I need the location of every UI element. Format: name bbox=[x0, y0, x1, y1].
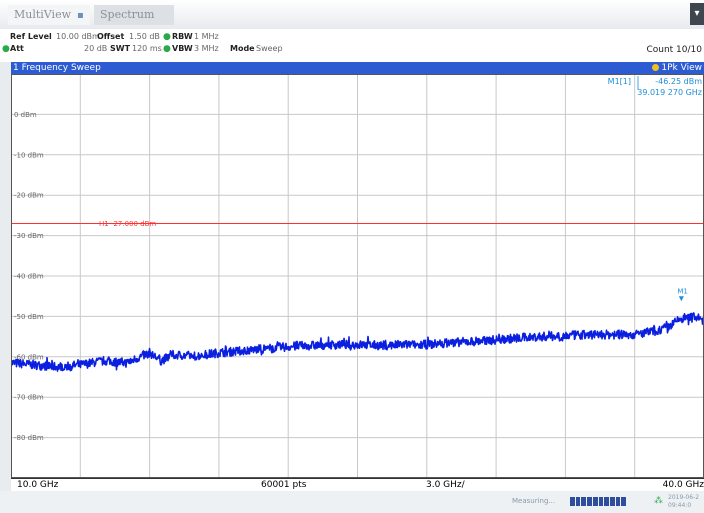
grid bbox=[11, 74, 704, 478]
sweep-points[interactable]: 60001 pts bbox=[261, 480, 307, 490]
status-time: 09:44:0 bbox=[668, 502, 692, 509]
vbw-label: VBW bbox=[172, 44, 193, 53]
swt-label: SWT bbox=[110, 44, 131, 53]
measuring-progress bbox=[570, 497, 627, 506]
span-per-division[interactable]: 3.0 GHz/ bbox=[426, 480, 465, 490]
ref-level-label: Ref Level bbox=[10, 32, 52, 41]
att-label: Att bbox=[10, 44, 24, 53]
status-bar: Measuring... ⁂ 2019-06-2 09:44:0 bbox=[0, 491, 704, 513]
y-tick-label: -60 dBm bbox=[14, 353, 44, 361]
trace-line bbox=[11, 312, 704, 372]
trace-indicator-icon bbox=[652, 64, 660, 71]
trace-view-badge: 1Pk View bbox=[652, 62, 702, 74]
rbw-label: RBW bbox=[172, 32, 193, 41]
tab-multiview[interactable]: MultiView ▪ bbox=[8, 5, 90, 25]
status-date: 2019-06-2 bbox=[668, 494, 700, 501]
tab-spectrum[interactable]: Spectrum bbox=[94, 5, 174, 25]
window-title: 1 Frequency Sweep bbox=[13, 63, 101, 73]
rbw-value[interactable]: 1 MHz bbox=[194, 32, 219, 41]
y-tick-label: -20 dBm bbox=[14, 192, 44, 200]
marker-readout-name: M1[1] bbox=[608, 77, 631, 86]
measuring-status: Measuring... bbox=[512, 497, 556, 505]
marker-readout[interactable]: M1[1] -46.25 dBm 39.019 270 GHz bbox=[608, 76, 703, 97]
att-value[interactable]: 20 dB bbox=[84, 44, 108, 53]
marker-m1-label: M1 bbox=[677, 287, 688, 295]
rbw-dot-icon: ● bbox=[163, 32, 171, 42]
mode-value[interactable]: Sweep bbox=[256, 44, 283, 53]
y-tick-label: -70 dBm bbox=[14, 394, 44, 402]
marker-m1[interactable] bbox=[678, 296, 684, 302]
y-axis-labels: 0 dBm -10 dBm -20 dBm -30 dBm -40 dBm -50 dBm… bbox=[14, 111, 44, 442]
y-tick-label: -10 dBm bbox=[14, 151, 44, 159]
y-tick-label: -50 dBm bbox=[14, 313, 44, 321]
swt-value[interactable]: 120 ms bbox=[132, 44, 162, 53]
trace-view-label: 1Pk View bbox=[661, 63, 702, 73]
frequency-axis-footer: 10.0 GHz 60001 pts 3.0 GHz/ 40.0 GHz bbox=[11, 478, 704, 491]
y-tick-label: 0 dBm bbox=[14, 111, 37, 119]
sweep-count: Count 10/10 bbox=[646, 45, 702, 55]
offset-label: Offset bbox=[97, 32, 125, 41]
y-tick-label: -30 dBm bbox=[14, 232, 44, 240]
tab-bar: MultiView ▪ Spectrum ▾ bbox=[0, 0, 704, 29]
offset-value[interactable]: 1.50 dB bbox=[129, 32, 160, 41]
parameter-panel: Ref Level 10.00 dBm Offset 1.50 dB ● RBW… bbox=[0, 29, 704, 62]
vbw-value[interactable]: 3 MHz bbox=[194, 44, 219, 53]
limit-line-label: H1 -27.000 dBm bbox=[99, 220, 156, 228]
mode-label: Mode bbox=[230, 44, 255, 53]
y-tick-label: -40 dBm bbox=[14, 273, 44, 281]
ref-level-value[interactable]: 10.00 dBm bbox=[56, 32, 100, 41]
spectrum-plot[interactable]: 0 dBm -10 dBm -20 dBm -30 dBm -40 dBm -50 dBm… bbox=[11, 74, 704, 478]
marker-readout-freq: 39.019 270 GHz bbox=[637, 88, 702, 97]
stop-frequency[interactable]: 40.0 GHz bbox=[662, 480, 704, 490]
tab-multiview-label: MultiView bbox=[14, 8, 71, 21]
network-icon: ⁂ bbox=[654, 496, 663, 506]
vbw-dot-icon: ● bbox=[163, 44, 171, 54]
tab-spectrum-label: Spectrum bbox=[100, 8, 155, 21]
y-tick-label: -80 dBm bbox=[14, 434, 44, 442]
att-dot-icon: ● bbox=[2, 44, 10, 54]
start-frequency[interactable]: 10.0 GHz bbox=[17, 480, 59, 490]
date-time: 2019-06-2 09:44:0 bbox=[668, 494, 699, 510]
tab-close-icon[interactable]: ▪ bbox=[77, 10, 84, 21]
window-header[interactable]: 1 Frequency Sweep 1Pk View bbox=[11, 62, 704, 74]
marker-readout-level: -46.25 dBm bbox=[655, 77, 702, 86]
more-icon[interactable]: ▾ bbox=[690, 3, 704, 25]
